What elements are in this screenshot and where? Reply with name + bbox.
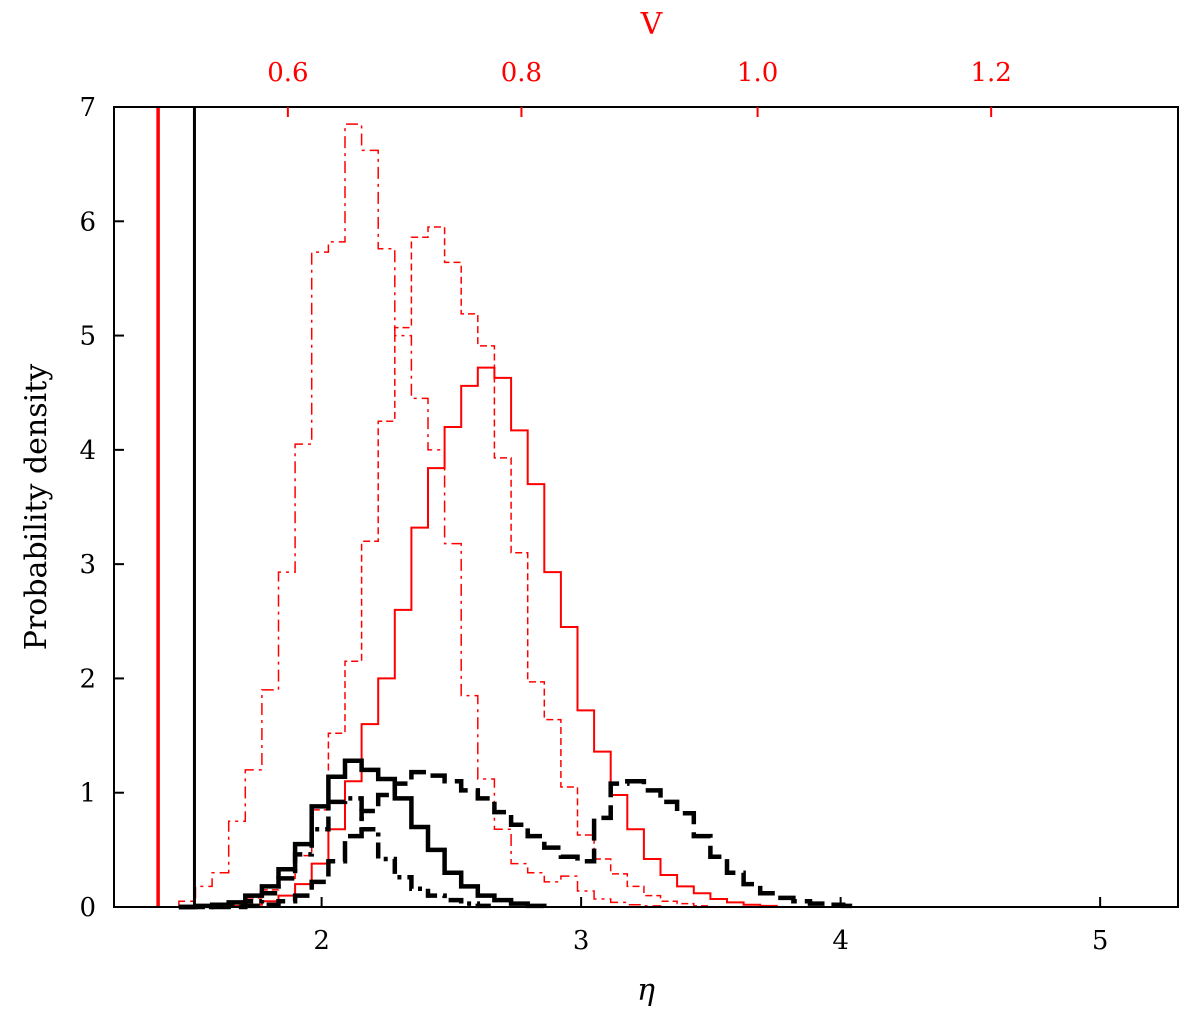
histogram-series-1	[178, 123, 662, 907]
x-tick-label: 3	[573, 926, 590, 956]
reference-lines	[156, 107, 196, 907]
top-tick-label: 0.8	[501, 58, 542, 88]
top-axis-label: V	[640, 7, 664, 42]
x-tick-label: 5	[1092, 926, 1109, 956]
y-tick-label: 2	[79, 664, 96, 694]
y-tick-label: 6	[79, 207, 96, 237]
y-tick-label: 0	[79, 893, 96, 923]
top-tick-label: 1.2	[970, 58, 1011, 88]
top-tick-label: 1.0	[737, 58, 778, 88]
y-axis-label: Probability density	[19, 364, 54, 651]
histogram-series-2	[178, 226, 712, 908]
series-layer	[178, 123, 863, 910]
histogram-series-6	[178, 769, 863, 910]
y-tick-label: 7	[79, 93, 96, 123]
histogram-series-3	[178, 366, 778, 908]
axis-ticks: 2 3 4 5 0 1 2 3 4 5 6 7 0.6 0.8 1.0 1.2	[79, 58, 1108, 956]
y-tick-label: 3	[79, 550, 96, 580]
x-tick-label: 4	[832, 926, 849, 956]
y-tick-label: 5	[79, 322, 96, 352]
x-axis-label: η	[637, 973, 655, 1008]
y-tick-label: 1	[79, 779, 96, 809]
y-tick-label: 4	[79, 436, 96, 466]
x-tick-label: 2	[313, 926, 330, 956]
plot-frame	[113, 106, 1179, 908]
top-tick-label: 0.6	[267, 58, 308, 88]
